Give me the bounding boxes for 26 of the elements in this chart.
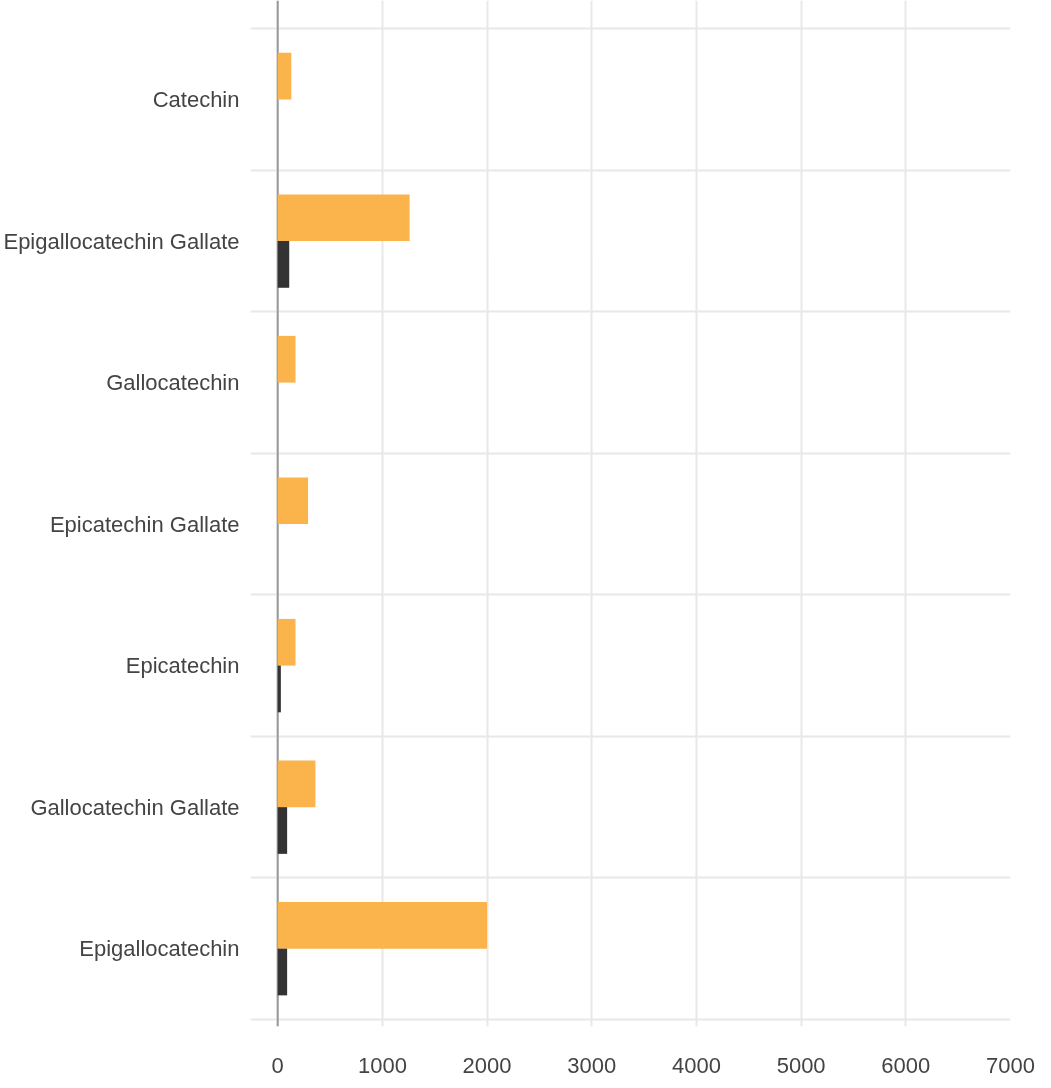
bar xyxy=(277,194,410,242)
y-tick-label: Epigallocatechin Gallate xyxy=(3,228,240,254)
y-tick-label: Catechin xyxy=(152,87,240,113)
bar xyxy=(277,52,292,100)
x-tick-label: 0 xyxy=(271,1052,284,1078)
x-tick-label: 3000 xyxy=(567,1052,617,1078)
bar xyxy=(277,241,290,288)
y-tick-label: Gallocatechin xyxy=(106,370,240,396)
bar xyxy=(277,335,296,383)
bar xyxy=(277,760,316,808)
x-tick-label: 4000 xyxy=(671,1052,721,1078)
y-tick-label: Epicatechin xyxy=(125,653,240,679)
y-tick-label: Epigallocatechin xyxy=(79,936,240,962)
y-tick-label: Gallocatechin Gallate xyxy=(30,794,240,820)
x-tick-label: 7000 xyxy=(986,1052,1035,1078)
bar xyxy=(277,948,288,996)
bar xyxy=(277,901,488,949)
x-tick-label: 5000 xyxy=(776,1052,826,1078)
bar xyxy=(277,807,288,854)
x-tick-label: 6000 xyxy=(881,1052,931,1078)
x-tick-label: 1000 xyxy=(357,1052,407,1078)
x-tick-label: 2000 xyxy=(462,1052,512,1078)
bar xyxy=(277,665,281,713)
bar xyxy=(277,618,296,666)
y-tick-label: Epicatechin Gallate xyxy=(49,511,240,537)
bar xyxy=(277,477,309,525)
